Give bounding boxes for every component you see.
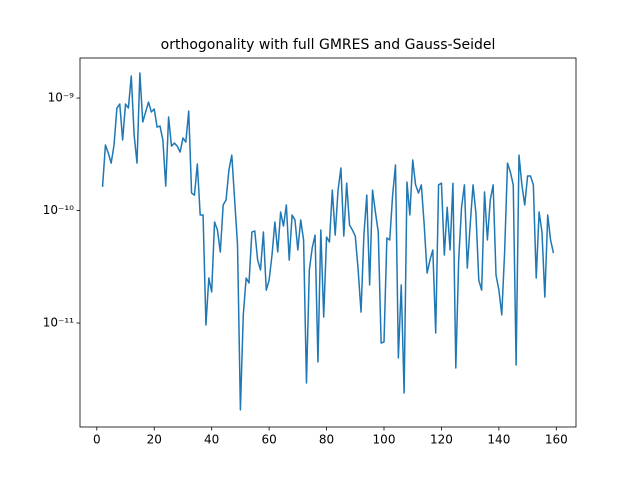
data-line — [101, 72, 555, 411]
y-tick-label: 10⁻⁹ — [48, 91, 75, 105]
y-tick-label: 10⁻¹¹ — [43, 316, 74, 330]
x-tick-label: 20 — [147, 433, 162, 447]
x-tick-label: 0 — [93, 433, 101, 447]
axes-frame — [79, 57, 577, 428]
x-tick-label: 160 — [545, 433, 568, 447]
x-tick-label: 140 — [487, 433, 510, 447]
y-tick-label: 10⁻¹⁰ — [43, 203, 74, 217]
chart-title: orthogonality with full GMRES and Gauss-… — [161, 37, 496, 53]
x-tick-label: 40 — [204, 433, 219, 447]
x-tick-label: 60 — [261, 433, 276, 447]
x-tick-label: 80 — [319, 433, 334, 447]
x-tick-label: 100 — [373, 433, 396, 447]
x-tick-label: 120 — [430, 433, 453, 447]
